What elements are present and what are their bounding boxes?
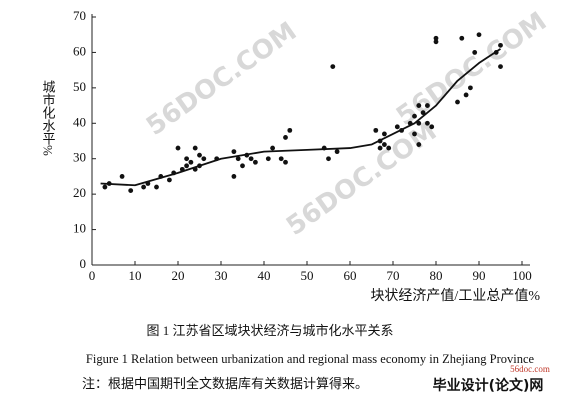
y-tick-label: 30 xyxy=(73,150,86,165)
point xyxy=(463,92,469,98)
point xyxy=(334,149,340,155)
point xyxy=(416,120,422,126)
point xyxy=(412,131,417,137)
point xyxy=(433,35,439,41)
point xyxy=(330,64,336,69)
point xyxy=(265,156,271,162)
point xyxy=(283,159,288,165)
point xyxy=(270,145,275,151)
point xyxy=(476,32,482,38)
fit-curve xyxy=(100,48,501,187)
x-tick-label: 20 xyxy=(172,268,185,283)
point xyxy=(253,159,258,165)
y-tick-label: 40 xyxy=(73,114,86,129)
x-tick-label: 40 xyxy=(258,268,271,283)
point xyxy=(498,64,503,69)
point xyxy=(283,135,288,140)
point xyxy=(141,184,147,190)
point xyxy=(119,174,125,179)
x-tick-label: 90 xyxy=(473,268,486,283)
note: 注：根据中国期刊全文数据库有关数据计算得来。 xyxy=(82,376,368,391)
y-tick-label: 0 xyxy=(80,256,87,271)
point xyxy=(235,156,241,162)
x-tick-label: 10 xyxy=(129,268,142,283)
point xyxy=(102,184,108,190)
point xyxy=(416,103,422,108)
point xyxy=(231,149,237,155)
watermark: 56DOC.COM xyxy=(141,16,302,141)
point xyxy=(373,127,379,133)
x-tick-label: 60 xyxy=(344,268,357,283)
y-tick-label: 70 xyxy=(73,8,86,23)
point xyxy=(377,145,383,151)
y-tick-label: 60 xyxy=(73,43,86,58)
point xyxy=(498,42,503,48)
point xyxy=(231,174,237,179)
point xyxy=(248,156,254,162)
caption: 图 1 江苏省区域块状经济与城市化水平关系 xyxy=(146,323,393,338)
y-axis-label: 城市化水平% xyxy=(41,80,56,156)
point xyxy=(382,131,387,137)
point xyxy=(188,159,194,165)
logo: 毕业设计(论文)网 xyxy=(433,377,544,394)
point xyxy=(416,142,422,147)
point xyxy=(192,145,198,151)
x-tick-label: 0 xyxy=(89,268,96,283)
point xyxy=(433,39,439,45)
point xyxy=(184,156,190,162)
point xyxy=(425,120,430,126)
x-tick-label: 30 xyxy=(215,268,228,283)
x-axis-label: 块状经济产值/工业总产值% xyxy=(370,288,540,304)
point xyxy=(154,184,159,190)
x-tick-label: 70 xyxy=(387,268,400,283)
point xyxy=(468,85,473,91)
y-tick-label: 20 xyxy=(73,185,86,200)
watermark: 56DOC.COM xyxy=(281,116,442,241)
x-tick-label: 100 xyxy=(512,268,532,283)
point xyxy=(128,188,134,194)
y-tick-label: 50 xyxy=(73,79,86,94)
point xyxy=(184,163,190,169)
point xyxy=(412,113,417,119)
point xyxy=(472,50,478,55)
point xyxy=(420,110,426,116)
point xyxy=(197,152,202,158)
x-tick-label: 80 xyxy=(430,268,443,283)
point xyxy=(287,127,293,133)
point xyxy=(394,124,400,130)
point xyxy=(425,103,430,108)
point xyxy=(386,145,392,151)
logo-url: 56doc.com xyxy=(510,364,550,374)
y-tick-label: 10 xyxy=(73,221,86,236)
point xyxy=(459,35,465,41)
point xyxy=(455,99,460,105)
x-tick-label: 50 xyxy=(301,268,314,283)
point xyxy=(382,142,387,147)
point xyxy=(167,177,172,183)
point xyxy=(240,163,245,169)
point xyxy=(278,156,284,162)
point xyxy=(175,145,181,151)
point xyxy=(429,124,435,130)
point xyxy=(201,156,207,162)
point xyxy=(326,156,331,162)
caption-en: Figure 1 Relation between urbanization a… xyxy=(86,352,535,366)
